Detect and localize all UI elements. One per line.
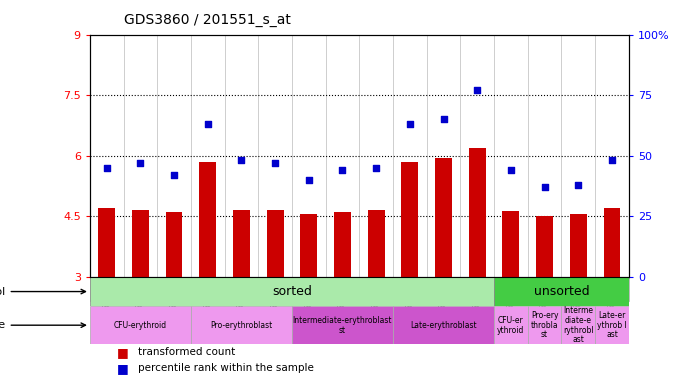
Text: percentile rank within the sample: percentile rank within the sample — [138, 363, 314, 373]
Text: Pro-erythroblast: Pro-erythroblast — [210, 321, 272, 330]
Bar — [494, 277, 629, 306]
Point — [236, 157, 247, 164]
Bar — [393, 277, 426, 301]
Bar — [393, 306, 494, 344]
Bar — [494, 277, 528, 301]
Bar — [233, 210, 250, 277]
Bar — [292, 306, 393, 344]
Text: ■: ■ — [117, 362, 129, 375]
Text: development stage: development stage — [0, 320, 86, 330]
Bar — [292, 277, 325, 301]
Text: sorted: sorted — [272, 285, 312, 298]
Bar — [325, 277, 359, 301]
Bar — [258, 277, 292, 301]
Bar — [124, 277, 157, 301]
Bar — [595, 277, 629, 301]
Bar — [528, 306, 561, 344]
Text: CFU-erythroid: CFU-erythroid — [114, 321, 167, 330]
Bar — [595, 306, 629, 344]
Bar — [191, 277, 225, 301]
Bar — [301, 214, 317, 277]
Bar — [460, 277, 494, 301]
Bar — [90, 277, 494, 306]
Bar — [225, 277, 258, 301]
Bar — [426, 277, 460, 301]
Bar — [561, 277, 595, 301]
Text: Intermediate-erythroblast
st: Intermediate-erythroblast st — [293, 316, 392, 334]
Bar — [528, 277, 561, 301]
Bar — [199, 162, 216, 277]
Point — [438, 116, 449, 122]
Text: protocol: protocol — [0, 286, 86, 296]
Bar — [98, 208, 115, 277]
Point — [505, 167, 516, 173]
Point — [101, 165, 112, 171]
Bar — [603, 208, 621, 277]
Bar — [468, 147, 486, 277]
Text: Late-erythroblast: Late-erythroblast — [410, 321, 477, 330]
Bar — [435, 158, 452, 277]
Point — [202, 121, 214, 127]
Point — [607, 157, 618, 164]
Bar — [90, 277, 124, 301]
Bar — [166, 212, 182, 277]
Bar — [502, 211, 520, 277]
Point — [135, 160, 146, 166]
Text: Pro-ery
throbla
st: Pro-ery throbla st — [531, 311, 558, 339]
Bar — [90, 306, 191, 344]
Bar — [359, 277, 393, 301]
Bar — [570, 214, 587, 277]
Text: CFU-er
ythroid: CFU-er ythroid — [498, 316, 524, 334]
Point — [370, 165, 381, 171]
Point — [404, 121, 415, 127]
Point — [169, 172, 180, 178]
Point — [337, 167, 348, 173]
Bar — [132, 210, 149, 277]
Bar — [368, 210, 385, 277]
Point — [303, 177, 314, 183]
Point — [269, 160, 281, 166]
Text: unsorted: unsorted — [533, 285, 589, 298]
Bar — [536, 216, 553, 277]
Text: ■: ■ — [117, 346, 129, 359]
Bar — [267, 210, 283, 277]
Bar — [334, 212, 351, 277]
Bar — [157, 277, 191, 301]
Bar — [494, 306, 528, 344]
Text: GDS3860 / 201551_s_at: GDS3860 / 201551_s_at — [124, 13, 291, 27]
Text: Interme
diate-e
rythrobl
ast: Interme diate-e rythrobl ast — [563, 306, 594, 344]
Bar — [401, 162, 418, 277]
Point — [472, 87, 483, 93]
Text: transformed count: transformed count — [138, 347, 236, 357]
Point — [573, 182, 584, 188]
Bar — [561, 306, 595, 344]
Bar — [191, 306, 292, 344]
Text: Late-er
ythrob l
ast: Late-er ythrob l ast — [597, 311, 627, 339]
Point — [539, 184, 550, 190]
